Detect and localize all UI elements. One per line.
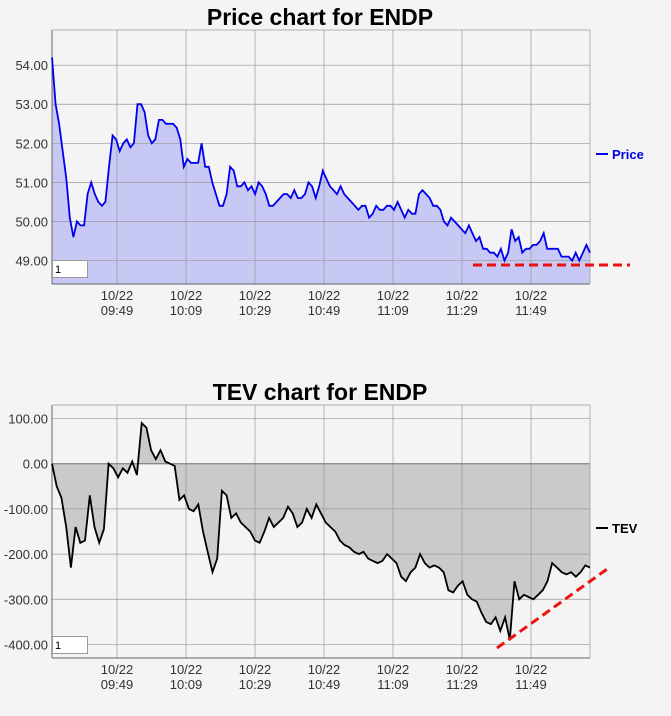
tev-x-tick-date: 10/22 [239,662,272,677]
price-x-tick-date: 10/22 [170,288,203,303]
tev-y-tick-label: 100.00 [8,412,48,427]
price-x-tick-time: 10:09 [170,303,203,318]
price-chart: 49.0050.0051.0052.0053.0054.0010/2209:49… [15,29,644,318]
price-y-tick-label: 53.00 [15,97,48,112]
price-chart-title: Price chart for ENDP [206,4,434,30]
tev-x-tick-time: 09:49 [101,677,134,692]
price-y-tick-label: 54.00 [15,58,48,73]
price-x-tick-time: 10:29 [239,303,272,318]
price-y-tick-label: 51.00 [15,175,48,190]
tev-x-tick-date: 10/22 [308,662,341,677]
tev-zoom-input[interactable]: 1 [52,636,88,654]
price-x-tick-date: 10/22 [377,288,410,303]
tev-x-tick-date: 10/22 [377,662,410,677]
price-y-tick-label: 52.00 [15,136,48,151]
price-x-tick-date: 10/22 [446,288,479,303]
tev-series-line [51,421,591,641]
price-y-tick-label: 50.00 [15,214,48,229]
price-x-tick-time: 11:49 [515,303,547,318]
tev-x-tick-date: 10/22 [101,662,134,677]
price-series-line [51,57,591,264]
tev-x-tick-date: 10/22 [170,662,203,677]
tev-x-tick-time: 11:49 [515,677,547,692]
tev-chart-title: TEV chart for ENDP [212,379,428,405]
price-x-tick-date: 10/22 [239,288,272,303]
tev-y-tick-label: -100.00 [4,502,48,517]
price-x-tick-time: 11:29 [446,303,478,318]
price-area-fill [52,57,590,285]
tev-y-tick-label: -200.00 [4,547,48,562]
tev-trend-annotation [496,565,611,650]
price-x-tick-time: 09:49 [101,303,134,318]
tev-y-tick-label: 0.00 [23,457,48,472]
tev-x-tick-time: 10:29 [239,677,272,692]
tev-x-tick-time: 11:09 [377,677,409,692]
price-x-tick-date: 10/22 [101,288,134,303]
tev-y-tick-label: -400.00 [4,637,48,652]
price-x-tick-date: 10/22 [308,288,341,303]
price-x-tick-time: 11:09 [377,303,409,318]
tev-x-tick-date: 10/22 [446,662,479,677]
tev-x-tick-time: 10:49 [308,677,341,692]
tev-x-tick-date: 10/22 [515,662,548,677]
price-x-tick-time: 10:49 [308,303,341,318]
tev-chart: 100.000.00-100.00-200.00-300.00-400.0010… [4,404,638,692]
tev-area-fill [52,423,590,640]
price-y-tick-label: 49.00 [15,254,48,269]
tev-x-tick-time: 10:09 [170,677,203,692]
price-legend-label: Price [612,147,644,162]
tev-legend-label: TEV [612,521,638,536]
price-x-tick-date: 10/22 [515,288,548,303]
tev-y-tick-label: -300.00 [4,592,48,607]
price-zoom-input[interactable]: 1 [52,260,88,278]
tev-x-tick-time: 11:29 [446,677,478,692]
